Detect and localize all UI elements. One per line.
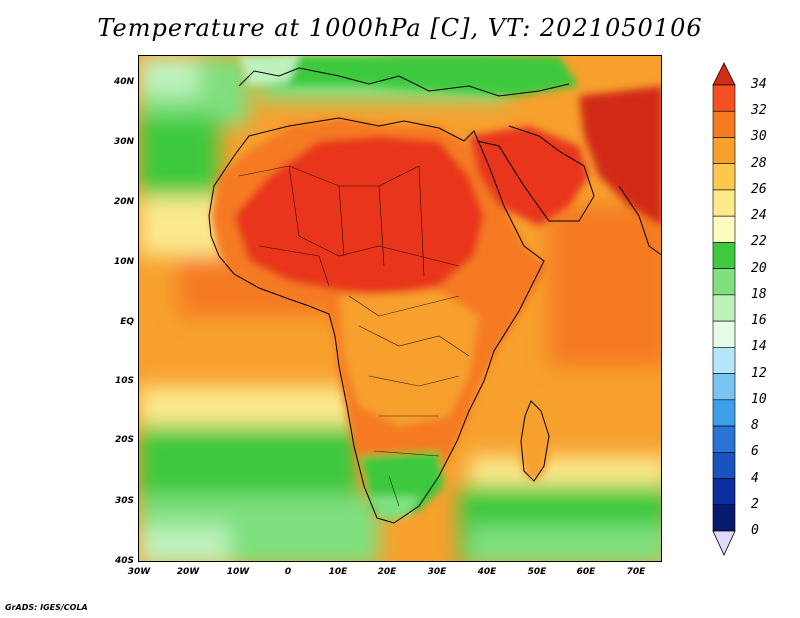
lat-tick-10n: 10N — [113, 257, 134, 267]
temperature-map — [138, 55, 662, 562]
colorbar-label: 20 — [751, 260, 767, 276]
colorbar-svg — [712, 62, 736, 556]
colorbar-label: 8 — [751, 418, 759, 434]
lat-tick-20n: 20N — [113, 197, 134, 207]
colorbar-label: 12 — [751, 365, 767, 381]
lat-tick-20s: 20S — [114, 435, 134, 445]
colorbar-segments — [712, 84, 736, 532]
lat-tick-30n: 30N — [113, 137, 134, 147]
lon-tick-10e: 10E — [328, 567, 348, 577]
cool-zone-north-atlantic-2 — [139, 56, 199, 96]
colorbar-segment — [712, 504, 736, 532]
colorbar-segment — [712, 294, 736, 322]
india-coastline — [618, 185, 661, 256]
lon-tick-10w: 10W — [226, 567, 250, 577]
lon-tick-70e: 70E — [626, 567, 646, 577]
colorbar-segment — [712, 451, 736, 479]
colorbar-label: 22 — [751, 234, 767, 250]
africa-coastline — [208, 117, 545, 524]
colorbar-segment — [712, 215, 736, 243]
iberia-cool — [239, 56, 299, 86]
lat-tick-40n: 40N — [113, 77, 134, 87]
sahara-hot-zone — [234, 136, 484, 296]
colorbar-segment — [712, 347, 736, 374]
colorbar-label: 4 — [751, 470, 759, 486]
coastlines — [208, 67, 661, 524]
colorbar-segment — [712, 84, 736, 112]
colorbar-segment — [712, 189, 736, 217]
colorbar-segment — [712, 110, 736, 138]
colorbar-segment — [712, 268, 736, 296]
colorbar-segment — [712, 137, 736, 165]
colorbar-label: 14 — [751, 339, 767, 355]
lon-tick-20w: 20W — [176, 567, 200, 577]
lon-tick-40e: 40E — [477, 567, 497, 577]
country-borders — [238, 165, 470, 507]
colorbar-segment — [712, 478, 736, 506]
colorbar-label: 2 — [751, 496, 759, 512]
lon-tick-0: 0 — [284, 567, 292, 577]
lon-tick-30e: 30E — [427, 567, 447, 577]
colorbar-segment — [712, 320, 736, 348]
colorbar-label: 0 — [751, 523, 759, 538]
europe-coastline — [238, 67, 570, 97]
lat-tick-10s: 10S — [114, 376, 134, 386]
colorbar-under-arrow — [712, 530, 736, 556]
lat-tick-30s: 30S — [114, 496, 134, 506]
colorbar-label: 34 — [751, 77, 767, 92]
colorbar-label: 6 — [751, 444, 759, 460]
colorbar-label: 18 — [751, 286, 767, 302]
lon-tick-30w: 30W — [127, 567, 151, 577]
colorbar-segment — [712, 425, 736, 453]
colorbar-label: 16 — [751, 313, 767, 329]
cool-zone-south-indian-2 — [469, 526, 661, 561]
colorbar-label: 30 — [751, 129, 767, 145]
colorbar-label: 32 — [751, 103, 767, 119]
lon-tick-60e: 60E — [576, 567, 596, 577]
arabia-coastline — [476, 125, 595, 222]
europe-landmass — [239, 56, 579, 96]
colorbar-label: 10 — [751, 391, 767, 407]
chart-title: Temperature at 1000hPa [C], VT: 20210501… — [97, 14, 703, 42]
lat-tick-40s: 40S — [114, 556, 134, 566]
colorbar-segment — [712, 242, 736, 269]
lon-tick-50e: 50E — [527, 567, 547, 577]
central-africa-zone — [339, 291, 479, 426]
warm-zone-arabian-sea — [549, 206, 661, 366]
credit-text: GrADS: IGES/COLA — [5, 603, 88, 612]
colorbar-segment — [712, 163, 736, 191]
colorbar-segment — [712, 373, 736, 401]
colorbar-label: 24 — [751, 208, 767, 224]
iran-hot-zone — [579, 86, 661, 225]
cold-zone-southern-ocean — [139, 526, 229, 561]
madagascar-coastline — [520, 400, 550, 482]
colorbar-over-arrow — [712, 62, 736, 86]
colorbar-legend: 34 32 30 28 26 24 22 20 18 16 14 12 10 8 6 4 2 0 — [710, 55, 800, 565]
madagascar — [518, 401, 550, 481]
lat-tick-eq: EQ — [120, 317, 134, 327]
colorbar-label: 28 — [751, 155, 767, 171]
map-canvas — [139, 56, 661, 561]
lon-tick-20e: 20E — [377, 567, 397, 577]
colorbar-label: 26 — [751, 181, 767, 197]
colorbar-segment — [712, 399, 736, 427]
